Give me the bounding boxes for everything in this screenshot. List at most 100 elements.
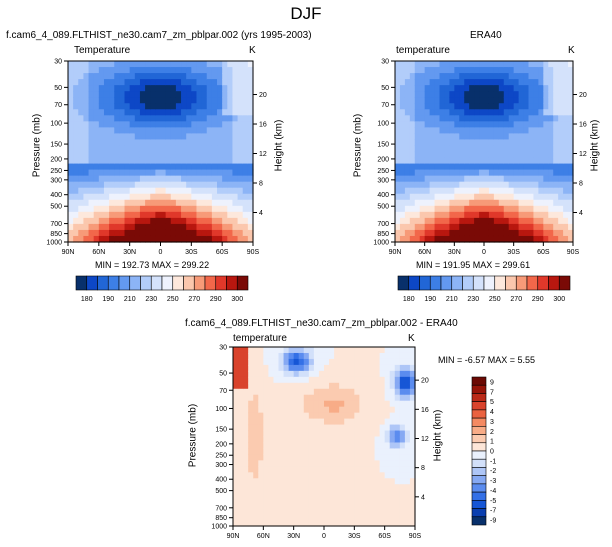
heatmap-cell: [518, 97, 525, 104]
heatmap-cell: [278, 520, 285, 527]
heatmap-cell: [191, 97, 198, 104]
heatmap-cell: [409, 478, 416, 485]
heatmap-cell: [339, 430, 345, 438]
colorbar-label: -4: [490, 488, 496, 495]
heatmap-cell: [206, 73, 213, 80]
heatmap-cell: [263, 502, 269, 509]
heatmap-cell: [253, 496, 259, 503]
heatmap-cell: [394, 412, 401, 420]
heatmap-cell: [488, 157, 495, 165]
heatmap-cell: [139, 139, 146, 147]
heatmap-cell: [155, 151, 162, 159]
heatmap-cell: [344, 418, 350, 426]
heatmap-cell: [283, 502, 290, 509]
heatmap-cell: [268, 430, 275, 438]
heatmap-cell: [186, 193, 192, 201]
heatmap-cell: [308, 454, 315, 461]
heatmap-cell: [103, 175, 110, 183]
heatmap-cell: [364, 412, 371, 420]
heatmap-cell: [359, 406, 366, 414]
heatmap-cell: [538, 67, 544, 74]
heatmap-cell: [283, 466, 290, 473]
heatmap-cell: [170, 85, 177, 92]
heatmap-cell: [404, 205, 411, 213]
heatmap-cell: [318, 388, 325, 396]
heatmap-cell: [414, 121, 421, 128]
heatmap-cell: [464, 163, 470, 171]
heatmap-cell: [211, 175, 218, 183]
heatmap-cell: [93, 223, 100, 231]
colorbar-label: 300: [553, 296, 565, 303]
heatmap-cell: [201, 61, 208, 68]
heatmap-cell: [474, 187, 480, 195]
heatmap-cell: [211, 139, 218, 147]
heatmap-cell: [404, 424, 411, 432]
heatmap-cell: [238, 466, 244, 473]
heatmap-cell: [479, 151, 485, 159]
heatmap-cell: [329, 442, 335, 450]
heatmap-cell: [134, 79, 141, 86]
heatmap-cell: [288, 406, 295, 414]
heatmap-cell: [568, 169, 574, 177]
heatmap-cell: [232, 187, 239, 195]
heatmap-cell: [384, 424, 391, 432]
heatmap-cell: [474, 193, 480, 201]
heatmap-cell: [354, 466, 360, 473]
heatmap-cell: [308, 508, 315, 515]
heatmap-cell: [318, 460, 325, 467]
heatmap-cell: [518, 79, 525, 86]
heatmap-cell: [513, 127, 520, 134]
heatmap-cell: [278, 406, 285, 414]
heatmap-cell: [242, 223, 249, 231]
heatmap-cell: [242, 121, 249, 128]
heatmap-cell: [434, 67, 441, 74]
heatmap-cell: [553, 211, 559, 219]
heatmap-cell: [419, 169, 426, 177]
heatmap-cell: [98, 169, 105, 177]
heatmap-cell: [222, 103, 228, 110]
heatmap-cell: [103, 91, 110, 98]
heatmap-cell: [196, 97, 203, 104]
heatmap-cell: [78, 85, 85, 92]
heatmap-cell: [129, 193, 136, 201]
y-tick-label: 1000: [211, 524, 227, 531]
heatmap-cell: [399, 163, 406, 171]
y-tick-label: 150: [50, 142, 62, 149]
heatmap-cell: [384, 466, 391, 473]
heatmap-cell: [114, 85, 120, 92]
heatmap-cell: [278, 388, 285, 396]
heatmap-cell: [170, 139, 177, 147]
heatmap-cell: [429, 121, 436, 128]
heatmap-cell: [474, 151, 480, 159]
heatmap-cell: [359, 490, 366, 497]
heatmap-cell: [558, 211, 564, 219]
heatmap-cell: [523, 79, 530, 86]
heatmap-cell: [303, 484, 310, 491]
heatmap-cell: [258, 472, 264, 479]
heatmap-cell: [329, 412, 335, 420]
heatmap-cell: [548, 211, 554, 219]
heatmap-cell: [424, 205, 431, 213]
heatmap-cell: [68, 151, 74, 159]
heatmap-cell: [232, 139, 239, 147]
heatmap-cell: [201, 97, 208, 104]
heatmap-cell: [399, 79, 406, 86]
heatmap-cell: [339, 376, 345, 384]
heatmap-cell: [493, 127, 500, 134]
heatmap-cell: [318, 347, 325, 354]
heatmap-cell: [459, 157, 465, 165]
heatmap-cell: [528, 91, 535, 98]
heatmap-cell: [160, 199, 167, 207]
heatmap-cell: [449, 181, 455, 189]
heatmap-cell: [558, 97, 564, 104]
heatmap-cell: [283, 460, 290, 467]
heatmap-cell: [73, 157, 79, 165]
heatmap-cell: [429, 157, 436, 165]
heatmap-cell: [409, 472, 416, 479]
heatmap-cell: [181, 79, 187, 86]
heatmap-cell: [558, 115, 564, 122]
heatmap-cell: [78, 223, 85, 231]
heatmap-cell: [139, 205, 146, 213]
heatmap-cell: [237, 217, 244, 225]
heatmap-cell: [191, 127, 198, 134]
